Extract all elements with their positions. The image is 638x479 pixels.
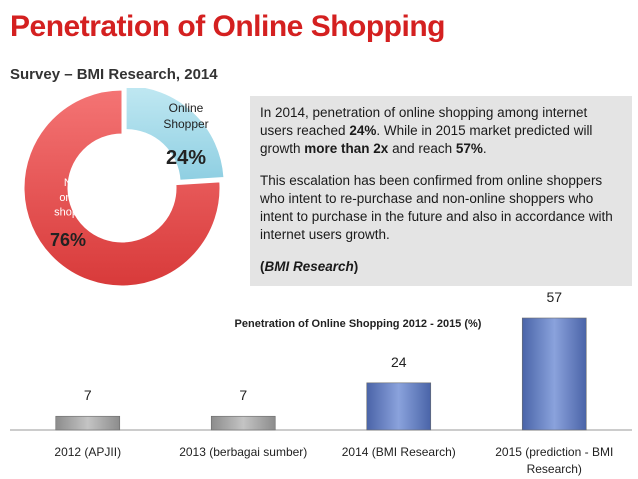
donut-label-non-online-shopper: Non online shopper (54, 177, 94, 219)
survey-subtitle: Survey – BMI Research, 2014 (10, 66, 218, 83)
bar-value-label-3: 24 (391, 354, 407, 370)
bar-3 (366, 382, 432, 431)
bar-category-label-3: 2014 (BMI Research) (342, 445, 456, 459)
donut-value-non-online-shopper: 76% (50, 230, 86, 250)
info-source: (BMI Research) (260, 259, 359, 274)
bar-1 (55, 415, 121, 431)
donut-slice-online-shopper (125, 88, 225, 181)
donut-chart: Online Shopper 24% Non online shopper 76% (23, 88, 225, 287)
bar-category-label-2: 2013 (berbagai sumber) (179, 445, 307, 459)
bar-category-label-4: 2015 (prediction - BMI Research) (495, 445, 613, 476)
bar-4 (521, 317, 587, 431)
bar-category-label-1: 2012 (APJII) (54, 445, 121, 459)
page-title: Penetration of Online Shopping (10, 10, 446, 43)
highlight-24: 24% (349, 123, 377, 138)
bar-2 (210, 415, 276, 431)
bar-value-label-1: 7 (84, 387, 92, 403)
info-paragraph-2: This escalation has been confirmed from … (260, 173, 613, 242)
donut-value-online-shopper: 24% (166, 147, 206, 169)
donut-slice-non-online-shopper (23, 89, 221, 287)
bar-chart-title: Penetration of Online Shopping 2012 - 20… (235, 318, 482, 330)
bar-value-label-4: 57 (546, 290, 562, 305)
bar-value-label-2: 7 (239, 387, 247, 403)
bar-chart: Penetration of Online Shopping 2012 - 20… (10, 290, 632, 476)
info-paragraph-1: In 2014, penetration of online shopping … (260, 105, 593, 156)
highlight-57: 57% (455, 141, 483, 156)
donut-label-online-shopper: Online Shopper (163, 101, 208, 131)
highlight-2x: more than 2x (304, 141, 389, 156)
info-box: In 2014, penetration of online shopping … (250, 96, 632, 286)
